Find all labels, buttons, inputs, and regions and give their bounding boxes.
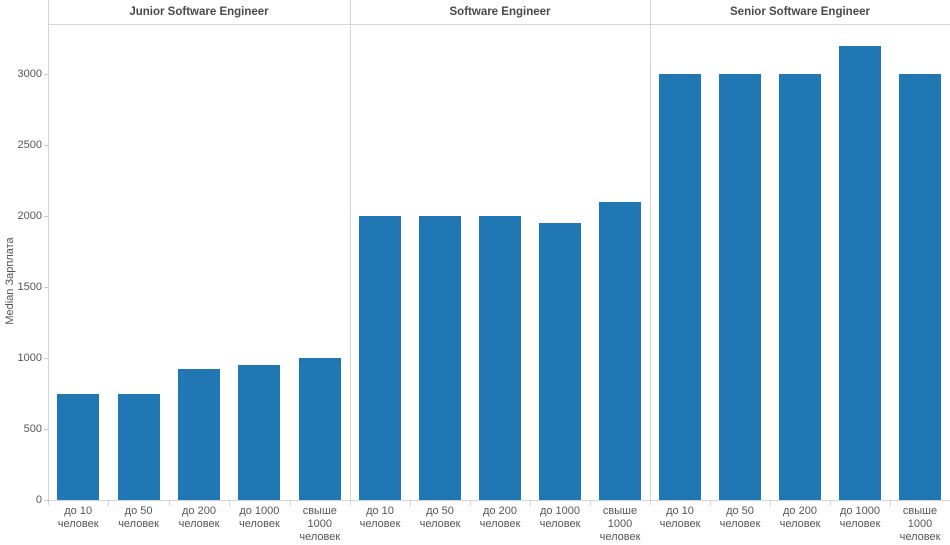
bar[interactable] [839, 45, 881, 500]
panel-header-1: Junior Software Engineer [129, 6, 269, 18]
y-tick-mark [44, 216, 49, 217]
x-category-label: до 50 человек [118, 505, 159, 530]
y-tick-label: 500 [23, 423, 42, 435]
x-category-label: до 50 человек [419, 505, 461, 530]
x-category-label: свыше 1000 человек [899, 505, 941, 543]
bar[interactable] [779, 74, 821, 500]
y-tick-mark [44, 358, 49, 359]
x-category-tick [710, 500, 711, 506]
bar[interactable] [599, 201, 641, 500]
panel-header-2: Software Engineer [449, 6, 551, 18]
x-category-tick [590, 500, 591, 506]
x-category-tick [770, 500, 771, 506]
y-tick-mark [44, 287, 49, 288]
y-tick-label: 0 [35, 494, 42, 506]
y-axis-line [48, 0, 49, 505]
x-category-tick [108, 500, 110, 506]
panel-divider-2 [650, 0, 651, 505]
header-separator-line [48, 24, 950, 25]
y-tick-label: 3000 [17, 68, 42, 80]
x-category-label: до 10 человек [659, 505, 701, 530]
x-category-tick [289, 500, 291, 506]
x-category-tick [168, 500, 170, 506]
panel-divider-1 [350, 0, 351, 505]
x-axis-baseline [48, 500, 950, 501]
x-category-label: до 1000 человек [238, 505, 280, 530]
bar[interactable] [57, 393, 100, 500]
y-tick-label: 2000 [17, 210, 42, 222]
x-category-tick [229, 500, 231, 506]
x-category-label: до 200 человек [779, 505, 821, 530]
x-category-tick [530, 500, 531, 506]
x-category-tick [890, 500, 891, 506]
x-category-label: свыше 1000 человек [599, 505, 641, 543]
bar[interactable] [359, 216, 401, 500]
y-tick-mark [44, 500, 49, 501]
x-category-label: до 1000 человек [839, 505, 881, 530]
bar[interactable] [539, 223, 581, 500]
y-tick-label: 1000 [17, 352, 42, 364]
bar[interactable] [419, 216, 461, 500]
x-category-tick [830, 500, 831, 506]
bar[interactable] [178, 368, 220, 500]
y-tick-label: 1500 [17, 281, 42, 293]
bar[interactable] [298, 358, 341, 500]
x-category-tick [470, 500, 471, 506]
bar[interactable] [719, 74, 761, 500]
panel-header-3: Senior Software Engineer [730, 6, 870, 18]
bar[interactable] [117, 393, 160, 500]
y-tick-mark [44, 74, 49, 75]
x-category-label: до 200 человек [178, 505, 220, 530]
bar[interactable] [659, 74, 701, 500]
y-tick-mark [44, 145, 49, 146]
x-category-label: свыше 1000 человек [299, 505, 341, 543]
x-category-label: до 50 человек [719, 505, 761, 530]
y-tick-mark [44, 429, 49, 430]
x-category-label: до 10 человек [359, 505, 401, 530]
x-category-label: до 200 человек [479, 505, 521, 530]
bar[interactable] [238, 365, 281, 500]
bar[interactable] [899, 74, 941, 500]
x-category-label: до 10 человек [57, 505, 99, 530]
bar[interactable] [479, 216, 521, 500]
x-category-label: до 1000 человек [539, 505, 581, 530]
y-tick-label: 2500 [17, 139, 42, 151]
x-category-tick [410, 500, 411, 506]
